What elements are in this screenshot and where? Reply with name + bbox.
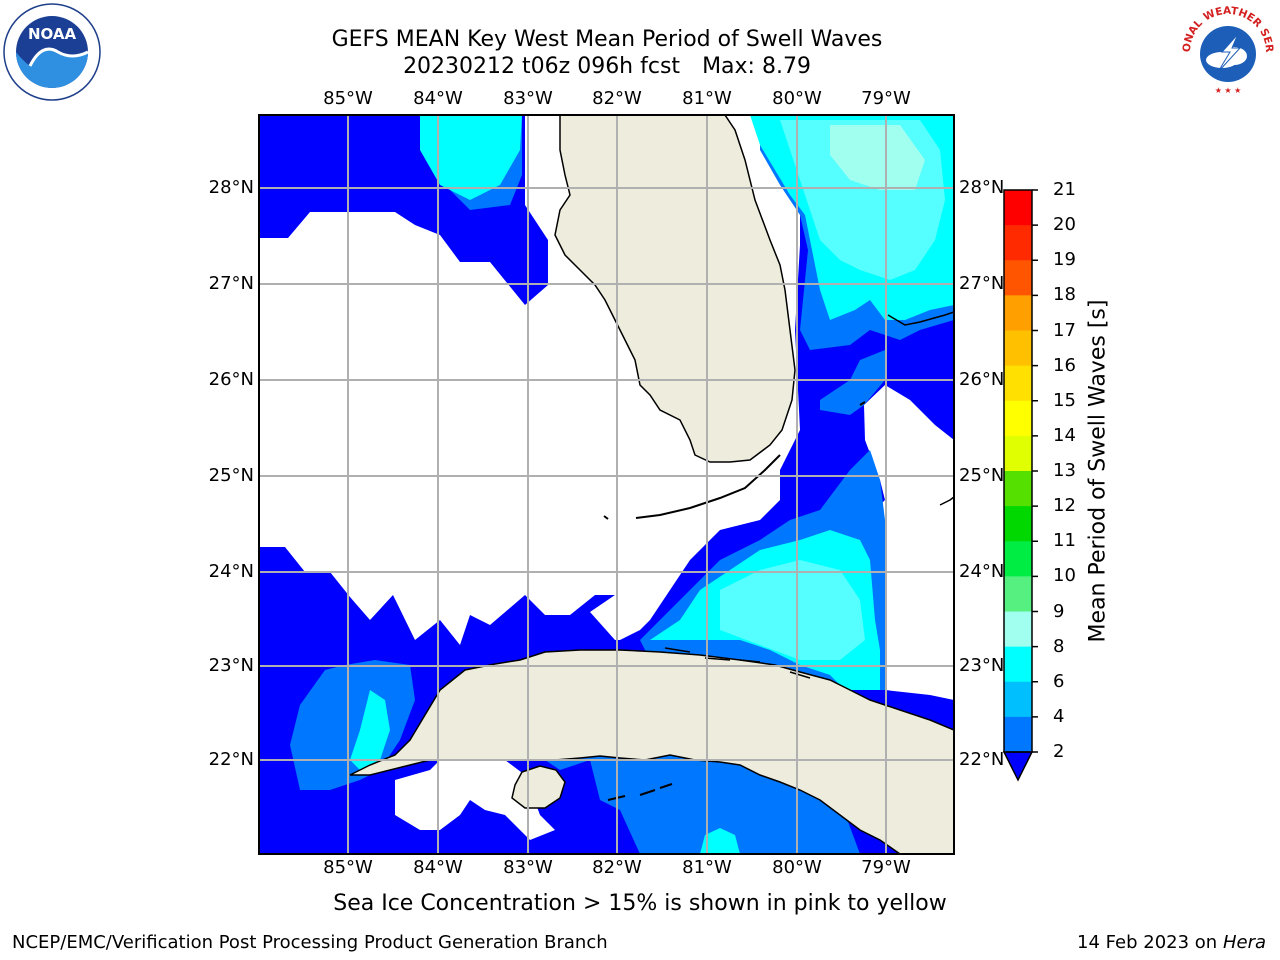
colorbar-segment	[1004, 646, 1032, 683]
lat-label: 26°N	[208, 369, 254, 390]
swell-band-4-6-west	[290, 660, 415, 790]
colorbar-segment	[1004, 330, 1032, 367]
land-florida-keys	[635, 454, 781, 519]
map-title: GEFS MEAN Key West Mean Period of Swell …	[331, 27, 883, 52]
lat-label: 26°N	[959, 369, 1005, 390]
colorbar-segment	[1004, 471, 1032, 507]
lon-label: 81°W	[682, 857, 732, 878]
noaa-logo: NOAA	[3, 3, 101, 101]
nws-logo: NATIONAL WEATHER SERVICE ★ ★ ★	[1178, 2, 1275, 99]
colorbar-tick-label: 12	[1053, 495, 1076, 517]
colorbar-tick-label: 11	[1053, 530, 1076, 552]
forecast-run: 20230212 t06z 096h fcst	[403, 54, 681, 79]
colorbar-extend-arrow	[1002, 751, 1034, 782]
lat-label: 28°N	[208, 177, 254, 198]
lon-label: 83°W	[503, 857, 553, 878]
colorbar-tick-label: 18	[1053, 284, 1076, 306]
swell-band-4-6-mid	[820, 350, 885, 415]
map-subtitle: 20230212 t06z 096h fcst Max: 8.79	[0, 54, 1214, 80]
land-bahamas-andros	[859, 401, 866, 406]
lat-label: 24°N	[208, 561, 254, 582]
footer-date: 14 Feb 2023 on Hera	[1077, 932, 1266, 954]
colorbar-segment	[1004, 611, 1032, 648]
land-florida	[554, 115, 796, 463]
lat-label: 22°N	[208, 749, 254, 770]
map-field	[259, 115, 954, 854]
lat-label: 22°N	[959, 749, 1005, 770]
colorbar-tick-label: 2	[1053, 741, 1065, 762]
colorbar-tick-label: 4	[1053, 705, 1065, 727]
lat-label: 25°N	[959, 465, 1005, 486]
lon-label: 82°W	[592, 88, 642, 109]
land-cuba-cays	[664, 647, 811, 679]
lon-label: 80°W	[772, 857, 822, 878]
colorbar-title: Mean Period of Swell Waves [s]	[1085, 299, 1111, 643]
colorbar-tick-label: 19	[1053, 249, 1076, 271]
colorbar-segment	[1004, 365, 1032, 402]
lat-label: 27°N	[208, 273, 254, 294]
colorbar-tick-label: 20	[1053, 214, 1076, 236]
footer-date-text: 14 Feb 2023 on	[1077, 932, 1218, 953]
colorbar-tick-label: 13	[1053, 460, 1076, 481]
colorbar-tick-label: 9	[1053, 600, 1065, 622]
no-data-south	[395, 760, 555, 840]
colorbar-tick-label: 21	[1053, 179, 1076, 200]
colorbar-tick-label: 6	[1053, 670, 1065, 692]
swell-band-6-8-west	[350, 690, 390, 775]
colorbar-segment	[1004, 295, 1032, 331]
colorbar-segment	[1004, 225, 1032, 261]
lon-label: 84°W	[413, 857, 463, 878]
map-frame	[258, 114, 955, 855]
colorbar-tick-label: 17	[1053, 319, 1076, 341]
land-bahamas-east	[939, 496, 954, 506]
footer-credit: NCEP/EMC/Verification Post Processing Pr…	[12, 932, 608, 953]
swell-band-6-8-sw	[700, 828, 740, 854]
lon-label: 82°W	[592, 857, 642, 878]
swell-band-6-8-north	[420, 115, 522, 200]
lon-label: 85°W	[323, 88, 373, 109]
colorbar-segment	[1004, 506, 1032, 542]
colorbar-segment	[1004, 681, 1032, 718]
land-dry-tortugas	[603, 515, 609, 520]
lon-label: 85°W	[323, 857, 373, 878]
colorbar	[1002, 189, 1038, 782]
colorbar-tick-label: 8	[1053, 635, 1065, 657]
svg-text:★ ★ ★: ★ ★ ★	[1215, 86, 1242, 95]
lat-label: 23°N	[959, 655, 1005, 676]
lon-label: 83°W	[503, 88, 553, 109]
lon-label: 79°W	[861, 88, 911, 109]
colorbar-tick-label: 16	[1053, 354, 1076, 376]
colorbar-segment	[1004, 576, 1032, 612]
colorbar-tick-label: 14	[1053, 424, 1076, 446]
colorbar-segment	[1004, 400, 1032, 437]
lat-label: 25°N	[208, 465, 254, 486]
max-value: Max: 8.79	[702, 54, 811, 79]
colorbar-segment	[1004, 716, 1032, 753]
colorbar-segment	[1004, 435, 1032, 472]
lon-label: 80°W	[772, 88, 822, 109]
lat-label: 28°N	[959, 177, 1005, 198]
lat-label: 27°N	[959, 273, 1005, 294]
lon-label: 81°W	[682, 88, 732, 109]
footer-host: Hera	[1222, 932, 1266, 953]
land-isle-of-youth	[511, 765, 566, 809]
colorbar-segment	[1004, 260, 1032, 296]
lat-label: 24°N	[959, 561, 1005, 582]
svg-text:NOAA: NOAA	[28, 25, 77, 43]
swell-band-9-10	[830, 125, 925, 190]
lat-label: 23°N	[208, 655, 254, 676]
graticule	[259, 115, 954, 854]
colorbar-tick-label: 10	[1053, 565, 1076, 587]
colorbar-tick-label: 15	[1053, 389, 1076, 411]
swell-band-8-9-south	[720, 560, 865, 660]
lon-label: 84°W	[413, 88, 463, 109]
lon-label: 79°W	[861, 857, 911, 878]
sea-ice-note: Sea Ice Concentration > 15% is shown in …	[333, 891, 947, 916]
land-bahamas-abaco	[887, 311, 954, 326]
colorbar-segment	[1004, 541, 1032, 577]
colorbar-segment	[1004, 190, 1032, 226]
